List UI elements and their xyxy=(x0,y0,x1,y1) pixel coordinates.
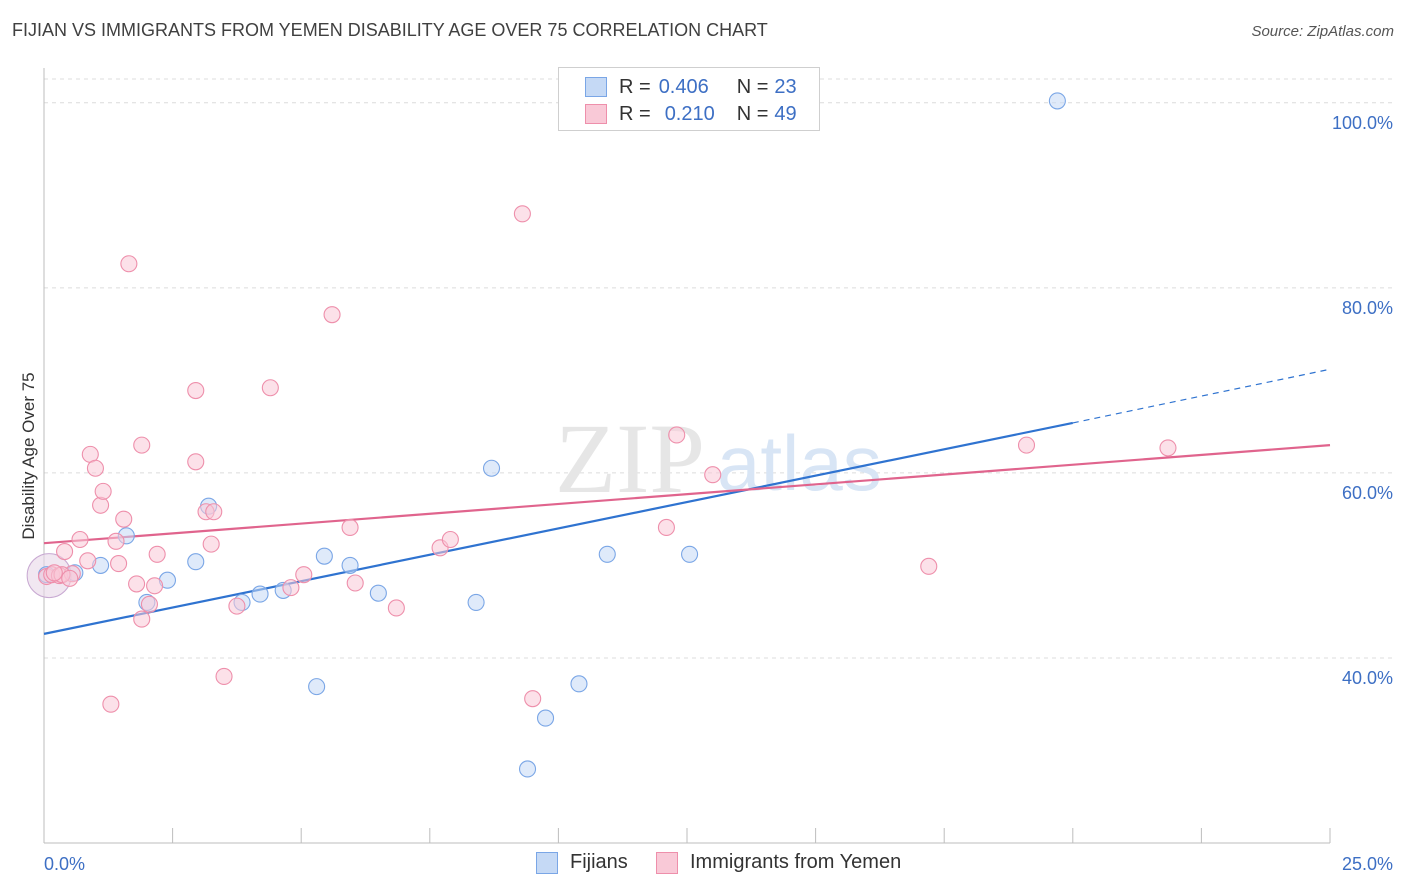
yemen-point xyxy=(187,453,205,471)
y-tick-label: 80.0% xyxy=(1342,298,1393,318)
yemen-point xyxy=(323,306,341,324)
trend-line xyxy=(43,421,1074,635)
fijian-point xyxy=(681,545,699,563)
yemen-point xyxy=(282,579,300,597)
yemen-point xyxy=(146,577,164,595)
fijian-point xyxy=(315,547,333,565)
yemen-point xyxy=(295,566,313,584)
yemen-point xyxy=(387,599,405,617)
yemen-point xyxy=(524,690,542,708)
watermark-zip: ZIP xyxy=(555,403,705,514)
x-tick-label: 25.0% xyxy=(1342,854,1393,874)
legend-swatch-fijians xyxy=(585,77,607,97)
fijian-point xyxy=(308,678,326,696)
legend-r-value: 0.210 xyxy=(664,102,715,125)
y-tick-label: 100.0% xyxy=(1332,113,1393,133)
watermark: ZIP atlas xyxy=(555,403,882,514)
bottom-legend-swatch-fijians xyxy=(536,851,558,874)
yemen-point xyxy=(704,466,722,484)
yemen-point xyxy=(346,574,364,592)
legend-row-yemen: R = 0.210 N = 49 xyxy=(585,102,797,126)
fijian-point xyxy=(251,585,269,603)
data-points xyxy=(26,92,1177,778)
yemen-point xyxy=(513,205,531,223)
yemen-point xyxy=(920,557,938,575)
legend-row-fijians: R = 0.406 N = 23 xyxy=(585,75,797,99)
yemen-point xyxy=(215,667,233,685)
bottom-legend-swatch-yemen xyxy=(656,851,678,874)
fijian-point xyxy=(369,584,387,602)
yemen-point xyxy=(261,379,279,397)
grid-lines xyxy=(44,78,1392,659)
yemen-point xyxy=(133,610,151,628)
legend-r-label: R = xyxy=(619,102,651,125)
fijian-point xyxy=(570,675,588,693)
yemen-point xyxy=(1017,436,1036,454)
source-label: Source: ZipAtlas.com xyxy=(1251,23,1394,40)
yemen-point xyxy=(71,530,89,549)
legend-n-label: N = xyxy=(736,102,769,125)
yemen-point xyxy=(110,555,128,573)
y-tick-label: 40.0% xyxy=(1342,668,1393,688)
yemen-point xyxy=(102,695,120,713)
legend-swatch-yemen xyxy=(585,104,607,124)
yemen-point xyxy=(107,532,125,550)
yemen-point xyxy=(94,482,112,500)
yemen-point xyxy=(115,510,133,528)
fijian-point xyxy=(536,709,555,727)
yemen-point xyxy=(140,595,159,613)
fijian-point xyxy=(518,760,537,778)
fijian-point xyxy=(598,545,616,563)
trend-line-extension xyxy=(1072,368,1331,424)
y-tick-label: 60.0% xyxy=(1342,483,1393,503)
y-axis-label: Disability Age Over 75 xyxy=(19,372,38,539)
yemen-point xyxy=(128,575,146,593)
yemen-point xyxy=(228,597,246,615)
legend-r-label: R = xyxy=(619,75,651,98)
yemen-point xyxy=(148,545,166,563)
fijian-point xyxy=(467,593,485,611)
yemen-point xyxy=(187,381,205,400)
yemen-point xyxy=(79,552,97,570)
yemen-point xyxy=(202,535,220,553)
yemen-point xyxy=(441,530,459,549)
yemen-point xyxy=(61,569,79,587)
legend-n-value: 49 xyxy=(774,102,797,125)
legend: R = 0.406 N = 23 R = 0.210 N = 49 xyxy=(558,67,820,131)
tick-labels: 40.0% 60.0% 80.0% 100.0% 0.0% 25.0% xyxy=(44,113,1393,874)
yemen-point xyxy=(45,564,63,582)
yemen-point xyxy=(120,255,138,273)
yemen-point xyxy=(668,426,686,444)
bottom-legend-label-yemen: Immigrants from Yemen xyxy=(690,851,902,873)
yemen-point xyxy=(205,503,223,521)
legend-r-value: 0.406 xyxy=(658,75,709,98)
x-tick-label: 0.0% xyxy=(44,854,85,874)
bottom-legend-fijians: Fijians xyxy=(536,851,628,874)
yemen-point xyxy=(657,518,675,537)
yemen-point xyxy=(86,459,104,477)
chart-title: FIJIAN VS IMMIGRANTS FROM YEMEN DISABILI… xyxy=(12,20,768,40)
trend-lines xyxy=(43,368,1331,635)
bottom-legend-label-fijians: Fijians xyxy=(570,851,628,873)
legend-n-value: 23 xyxy=(774,75,797,98)
yemen-point xyxy=(56,542,74,561)
legend-n-label: N = xyxy=(736,75,769,98)
bottom-legend-yemen: Immigrants from Yemen xyxy=(656,851,901,874)
fijian-point xyxy=(1048,92,1066,110)
yemen-point xyxy=(341,518,359,537)
trend-line xyxy=(43,444,1331,545)
fijian-point xyxy=(341,556,359,574)
yemen-point xyxy=(133,436,151,454)
fijian-point xyxy=(187,553,205,571)
yemen-point xyxy=(92,496,110,514)
watermark-atlas: atlas xyxy=(717,419,882,507)
fijian-point xyxy=(482,459,501,477)
yemen-point xyxy=(1159,439,1177,457)
axes xyxy=(43,68,1331,844)
